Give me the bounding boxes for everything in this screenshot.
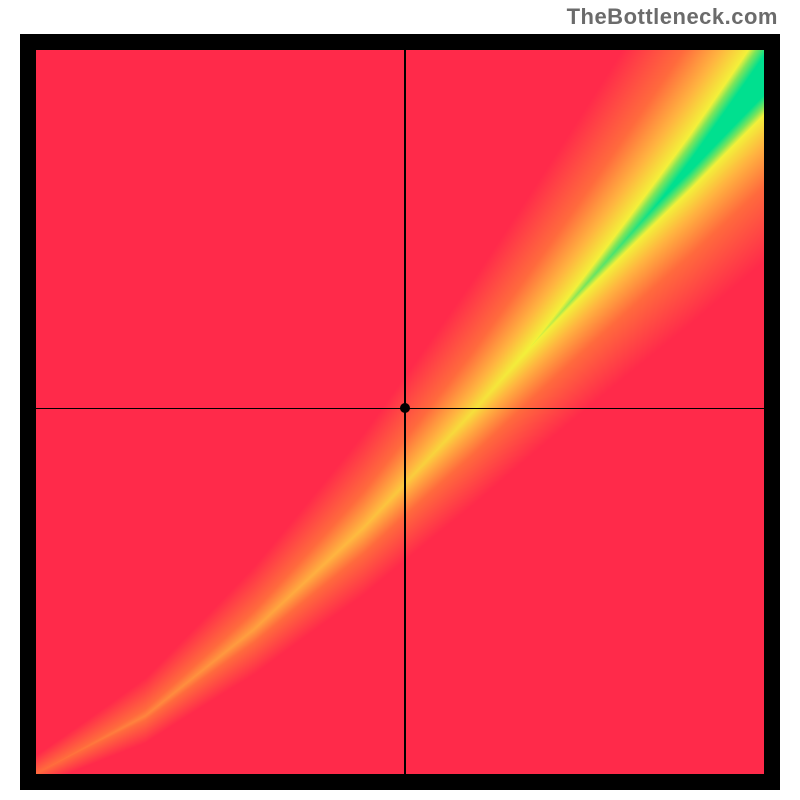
chart-container: TheBottleneck.com — [0, 0, 800, 800]
watermark-text: TheBottleneck.com — [567, 4, 778, 30]
heatmap-canvas — [36, 50, 764, 774]
